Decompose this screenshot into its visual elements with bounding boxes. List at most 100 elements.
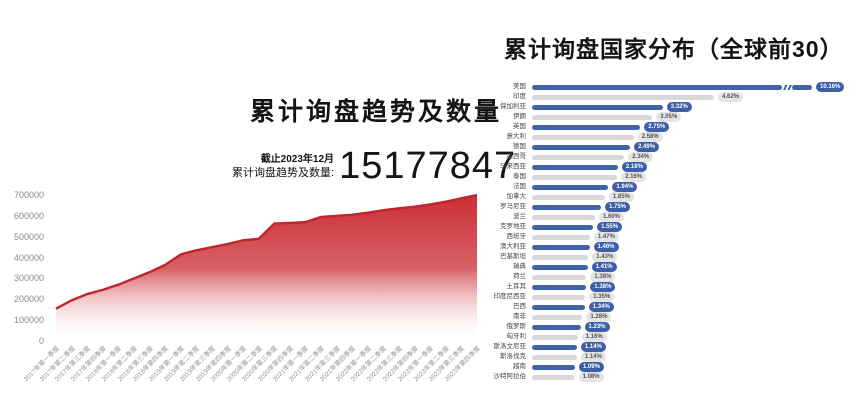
- country-bar: [532, 114, 653, 120]
- bar-row: 美国 10.16%: [478, 82, 845, 92]
- value-badge: 2.49%: [634, 142, 660, 152]
- country-label: 保加利亚: [500, 103, 526, 110]
- country-label: 罗马尼亚: [500, 203, 526, 210]
- bar-row: 巴基斯坦 1.43%: [478, 252, 844, 262]
- country-label: 西班牙: [506, 233, 527, 240]
- bar-row: 克罗地亚 1.55%: [478, 222, 844, 232]
- bar-row: 德国 2.49%: [478, 142, 844, 152]
- value-badge: 2.75%: [644, 122, 670, 132]
- bar-row: 法国 1.94%: [478, 182, 844, 192]
- value-badge: 1.28%: [586, 312, 612, 322]
- bar-row: 波兰 1.60%: [478, 212, 844, 222]
- total-inquiries-value: 15177847: [339, 145, 517, 187]
- country-bar: [532, 284, 587, 290]
- value-badge: 1.60%: [599, 212, 625, 222]
- value-badge: 1.34%: [588, 302, 614, 312]
- country-label: 马来西亚: [500, 163, 526, 170]
- country-bar: [532, 184, 609, 190]
- bar-row: 保加利亚 3.32%: [478, 102, 844, 112]
- value-badge: 10.16%: [816, 82, 845, 92]
- value-badge: 1.38%: [590, 272, 616, 282]
- asof-date-label: 截止2023年12月: [260, 153, 335, 165]
- country-label: 沙特阿拉伯: [493, 373, 527, 380]
- y-axis-tick-label: 200000: [13, 294, 44, 305]
- country-bar: [532, 164, 618, 170]
- bar-row: 罗马尼亚 1.75%: [478, 202, 844, 212]
- bar-row: 越南 1.09%: [478, 362, 844, 372]
- country-bar: [532, 264, 588, 270]
- country-label: 印度: [513, 93, 526, 100]
- country-bar: [532, 244, 590, 250]
- bar-row: 印度 4.62%: [478, 92, 844, 102]
- cumulative-total-block: 截止2023年12月 累计询盘趋势及数量: 15177847: [232, 145, 517, 187]
- value-badge: 1.46%: [593, 242, 619, 252]
- country-bar: [532, 174, 618, 180]
- country-bar: [532, 224, 594, 230]
- country-label: 墨西哥: [506, 153, 527, 160]
- value-badge: 2.34%: [628, 152, 654, 162]
- country-label: 越南: [513, 363, 526, 370]
- country-label: 巴西: [513, 303, 526, 310]
- value-badge: 2.16%: [621, 172, 647, 182]
- country-label: 印度尼西亚: [493, 293, 527, 300]
- bar-row: 英国 2.75%: [478, 122, 844, 132]
- bar-row: 马来西亚 2.18%: [478, 162, 844, 172]
- country-bar: [532, 204, 601, 210]
- country-bar-tail: [792, 84, 812, 90]
- value-badge: 1.94%: [612, 182, 638, 192]
- value-badge: 1.23%: [584, 322, 610, 332]
- country-bar: [532, 354, 577, 360]
- country-bar: [532, 194, 605, 200]
- cumulative-total-captions: 截止2023年12月 累计询盘趋势及数量:: [232, 153, 334, 181]
- country-label: 俄罗斯: [506, 323, 527, 330]
- country-bar: [532, 104, 663, 110]
- country-label: 意大利: [506, 133, 527, 140]
- country-bar: [532, 304, 585, 310]
- country-bar: [532, 154, 625, 160]
- bar-row: 伊朗 3.05%: [478, 112, 844, 122]
- country-label: 斯洛文尼亚: [493, 343, 527, 350]
- country-label: 泰国: [513, 173, 526, 180]
- bar-row: 匈牙利 1.16%: [478, 332, 844, 342]
- bar-row: 印度尼西亚 1.35%: [478, 292, 844, 302]
- value-badge: 1.41%: [591, 262, 617, 272]
- country-label: 法国: [513, 183, 526, 190]
- country-bar: [532, 344, 577, 350]
- country-bar: [532, 334, 578, 340]
- value-badge: 1.85%: [608, 192, 634, 202]
- value-badge: 1.55%: [597, 222, 623, 232]
- bar-row: 澳大利亚 1.46%: [478, 242, 844, 252]
- value-badge: 1.14%: [580, 352, 606, 362]
- y-axis-tick-label: 400000: [13, 252, 44, 263]
- country-label: 加拿大: [506, 193, 527, 200]
- y-axis-tick-label: 500000: [13, 231, 44, 242]
- bar-row: 意大利 2.58%: [478, 132, 844, 142]
- country-label: 巴基斯坦: [500, 253, 526, 260]
- country-label: 荷兰: [513, 273, 526, 280]
- bar-row: 墨西哥 2.34%: [478, 152, 844, 162]
- value-badge: 1.35%: [589, 292, 615, 302]
- value-badge: 1.38%: [590, 282, 616, 292]
- country-bar: [532, 254, 589, 260]
- left-chart-title: 累计询盘趋势及数量: [250, 98, 503, 126]
- country-label: 斯洛伐克: [500, 353, 526, 360]
- y-axis-tick-label: 700000: [13, 190, 44, 200]
- value-badge: 1.14%: [580, 342, 606, 352]
- value-badge: 1.09%: [578, 362, 604, 372]
- total-caption-label: 累计询盘趋势及数量:: [232, 167, 335, 180]
- country-bar: [532, 134, 634, 140]
- country-label: 瑞典: [513, 263, 526, 270]
- country-label: 南非: [513, 313, 526, 320]
- country-label: 英国: [513, 123, 526, 130]
- value-badge: 1.08%: [578, 372, 604, 382]
- country-bar: [532, 314, 583, 320]
- country-label: 伊朗: [513, 113, 526, 120]
- value-badge: 2.58%: [637, 132, 663, 142]
- bar-row: 泰国 2.16%: [478, 172, 844, 182]
- country-bar: [532, 144, 631, 150]
- area-line: [55, 193, 478, 310]
- bar-row: 沙特阿拉伯 1.08%: [478, 372, 844, 382]
- country-label: 土耳其: [506, 283, 527, 290]
- bar-row: 南非 1.28%: [478, 312, 844, 322]
